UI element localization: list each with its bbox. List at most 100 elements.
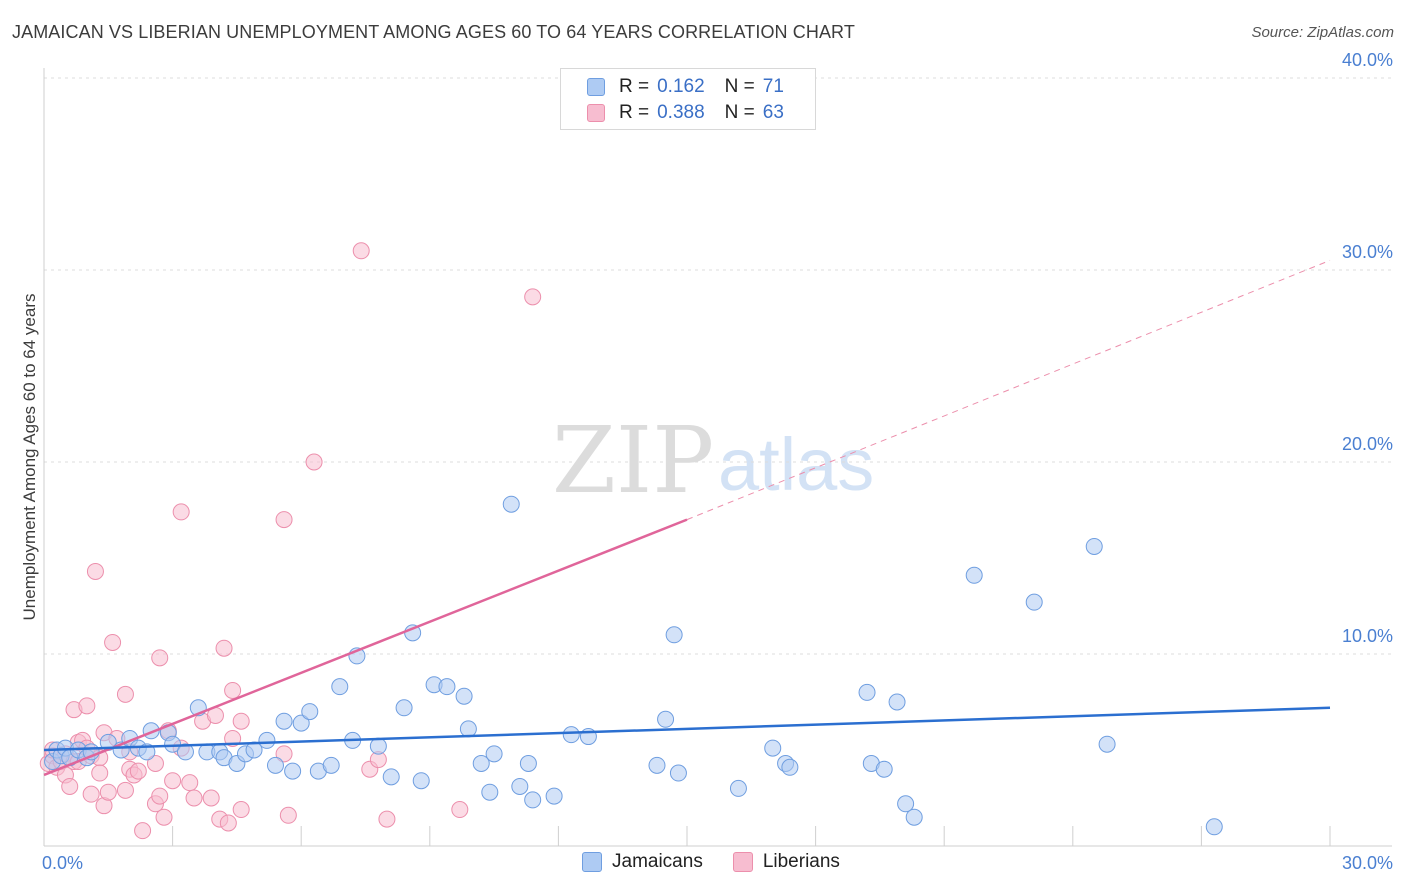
jamaican-point bbox=[301, 703, 319, 721]
jamaican-point bbox=[382, 768, 400, 786]
liberian-point bbox=[116, 685, 134, 703]
stats-legend: R = 0.162 N = 71 R = 0.388 N = 63 bbox=[560, 68, 816, 130]
liberian-point bbox=[232, 712, 250, 730]
jamaican-point bbox=[258, 731, 276, 749]
legend-row-jamaicans: R = 0.162 N = 71 bbox=[587, 74, 784, 100]
liberian-point bbox=[104, 633, 122, 651]
jamaican-point bbox=[897, 795, 915, 813]
jamaican-point bbox=[524, 791, 542, 809]
liberians-swatch bbox=[587, 104, 605, 122]
liberian-point bbox=[61, 777, 79, 795]
chart-title: JAMAICAN VS LIBERIAN UNEMPLOYMENT AMONG … bbox=[12, 22, 855, 42]
legend-n-label: N = bbox=[724, 76, 755, 97]
jamaican-point bbox=[764, 739, 782, 757]
liberian-point bbox=[185, 789, 203, 807]
liberian-point bbox=[305, 453, 323, 471]
liberian-point bbox=[91, 764, 109, 782]
jamaican-point bbox=[781, 758, 799, 776]
jamaicans-swatch bbox=[587, 78, 605, 96]
watermark-atlas: atlas bbox=[718, 423, 874, 506]
liberian-point bbox=[151, 649, 169, 667]
liberian-point bbox=[129, 762, 147, 780]
legend-label-jamaicans: Jamaicans bbox=[612, 851, 703, 872]
watermark: ZIP atlas bbox=[552, 407, 874, 514]
jamaican-point bbox=[905, 808, 923, 826]
liberian-point bbox=[99, 783, 117, 801]
liberian-point bbox=[164, 772, 182, 790]
x-tick-label: 0.0% bbox=[42, 853, 83, 873]
liberian-point bbox=[151, 787, 169, 805]
liberian-point bbox=[215, 639, 233, 657]
liberians-legend-swatch bbox=[732, 852, 753, 872]
liberian-point bbox=[202, 789, 220, 807]
y-tick-labels: 10.0% 20.0% 30.0% 40.0% bbox=[1342, 50, 1393, 646]
jamaican-point bbox=[369, 737, 387, 755]
legend-r-label: R = bbox=[619, 76, 650, 97]
y-tick-label: 20.0% bbox=[1342, 434, 1393, 454]
series-legend: Jamaicans Liberians bbox=[582, 851, 870, 873]
legend-n-label: N = bbox=[724, 102, 755, 123]
jamaican-point bbox=[164, 735, 182, 753]
liberian-point bbox=[172, 503, 190, 521]
jamaican-point bbox=[502, 495, 520, 513]
jamaican-point bbox=[562, 726, 580, 744]
y-axis-label: Unemployment Among Ages 60 to 64 years bbox=[20, 294, 39, 621]
source-credit: Source: ZipAtlas.com bbox=[1251, 24, 1394, 41]
jamaicans-legend-swatch bbox=[582, 852, 602, 872]
jamaican-point bbox=[485, 745, 503, 763]
jamaican-point bbox=[1085, 537, 1103, 555]
liberian-point bbox=[524, 288, 542, 306]
liberian-point bbox=[82, 785, 100, 803]
jamaican-point bbox=[1098, 735, 1116, 753]
trend-lines bbox=[43, 259, 1331, 777]
jamaican-point bbox=[1205, 818, 1223, 836]
jamaican-point bbox=[275, 712, 293, 730]
liberian-point bbox=[224, 681, 242, 699]
liberian-point bbox=[116, 781, 134, 799]
legend-r-label: R = bbox=[619, 102, 650, 123]
axes bbox=[43, 68, 1392, 847]
jamaican-point bbox=[459, 720, 477, 738]
jamaican-point bbox=[648, 756, 666, 774]
liberian-point bbox=[275, 745, 293, 763]
legend-r-value-liberians: 0.388 bbox=[657, 102, 705, 123]
x-tick-label: 30.0% bbox=[1342, 853, 1393, 873]
liberian-point bbox=[352, 242, 370, 260]
grid-lines bbox=[44, 77, 1392, 655]
jamaican-point bbox=[545, 787, 563, 805]
jamaican-point bbox=[481, 783, 499, 801]
liberians-trend-line bbox=[43, 518, 688, 777]
liberian-point bbox=[155, 808, 173, 826]
liberian-point bbox=[86, 562, 104, 580]
jamaican-point bbox=[322, 756, 340, 774]
liberian-point bbox=[134, 822, 152, 840]
jamaican-point bbox=[875, 760, 893, 778]
y-tick-label: 30.0% bbox=[1342, 242, 1393, 262]
y-tick-label: 40.0% bbox=[1342, 50, 1393, 70]
jamaican-point bbox=[888, 693, 906, 711]
liberian-point bbox=[232, 801, 250, 819]
y-tick-label: 10.0% bbox=[1342, 626, 1393, 646]
jamaican-point bbox=[438, 678, 456, 696]
jamaican-point bbox=[965, 566, 983, 584]
legend-item-liberians[interactable]: Liberians bbox=[732, 851, 840, 873]
liberian-point bbox=[275, 511, 293, 529]
jamaican-point bbox=[292, 714, 310, 732]
liberian-point bbox=[279, 806, 297, 824]
liberian-point bbox=[451, 801, 469, 819]
jamaican-point bbox=[665, 626, 683, 644]
jamaicans-points bbox=[44, 495, 1223, 836]
jamaican-point bbox=[511, 777, 529, 795]
jamaican-point bbox=[331, 678, 349, 696]
jamaican-point bbox=[729, 779, 747, 797]
x-tick-labels: 0.0% 30.0% bbox=[42, 853, 1393, 873]
watermark-zip: ZIP bbox=[552, 407, 714, 514]
liberian-point bbox=[378, 810, 396, 828]
jamaican-point bbox=[858, 683, 876, 701]
legend-item-jamaicans[interactable]: Jamaicans bbox=[582, 851, 703, 873]
jamaican-point bbox=[669, 764, 687, 782]
jamaican-point bbox=[176, 743, 194, 761]
jamaicans-trend-line bbox=[43, 706, 1331, 752]
jamaican-point bbox=[657, 710, 675, 728]
